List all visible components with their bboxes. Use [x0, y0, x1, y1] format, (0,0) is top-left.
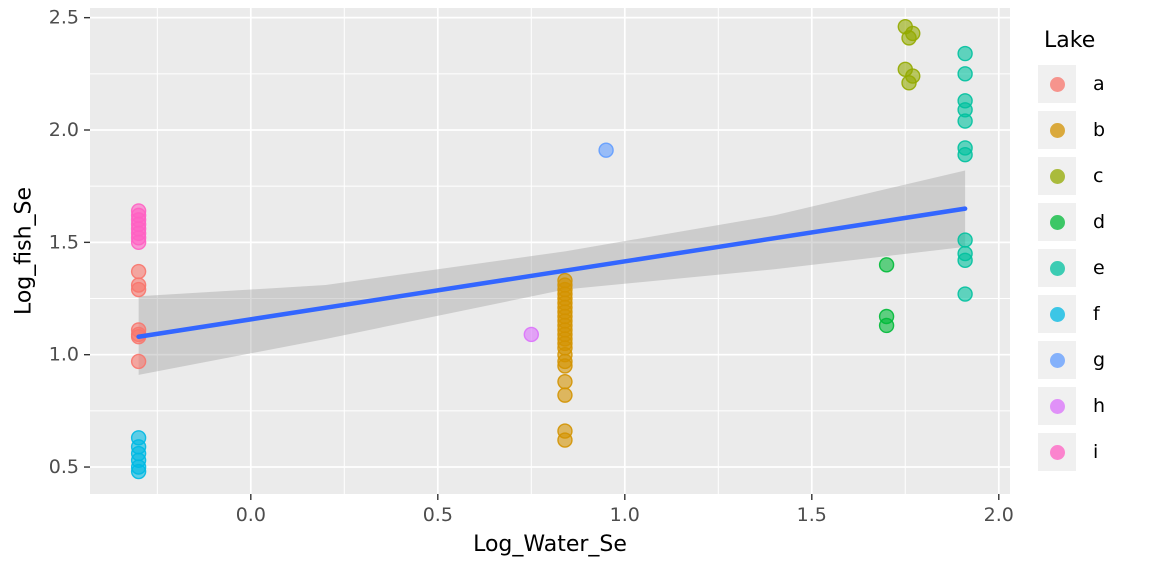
regression-line [136, 206, 968, 339]
legend-key-swatch [1038, 295, 1076, 333]
legend-key-swatch [1038, 203, 1076, 241]
legend-item-g: g [1038, 341, 1105, 379]
y-tick-label: 2.5 [49, 7, 79, 29]
x-tick-label: 1.0 [610, 504, 640, 526]
legend-key-swatch [1038, 387, 1076, 425]
data-point-b [557, 373, 573, 390]
data-point-d [878, 257, 895, 273]
legend-key-swatch [1038, 111, 1076, 149]
legend-point-icon [1049, 260, 1065, 276]
data-point-d [878, 317, 895, 334]
y-tick-label: 2.0 [49, 119, 79, 141]
legend-title: Lake [1044, 28, 1096, 53]
x-tick-label: 0.5 [423, 504, 453, 526]
data-point-e [957, 66, 973, 82]
y-tick-labels: 0.5 1.0 1.5 2.0 2.5 [49, 7, 79, 478]
data-point-e [957, 147, 973, 163]
data-point-e [957, 113, 973, 129]
plot-panel [90, 8, 1010, 494]
legend-key-swatch [1038, 157, 1076, 195]
axis-tick-marks [84, 16, 1000, 500]
legend-point-icon [1049, 76, 1065, 92]
legend-item-a: a [1038, 65, 1105, 103]
data-point-b [557, 432, 573, 448]
data-point-a [130, 353, 147, 370]
legend-item-label: a [1093, 73, 1105, 95]
legend-item-e: e [1038, 249, 1105, 287]
legend-items: a b c d e f g h i [1038, 65, 1105, 471]
legend-item-h: h [1038, 387, 1105, 425]
data-point-c [901, 30, 917, 46]
legend-point-icon [1049, 306, 1065, 322]
legend-point-icon [1049, 398, 1065, 414]
data-point-h [523, 326, 540, 343]
series-e [957, 45, 973, 302]
data-point-a [130, 281, 147, 298]
legend-key-swatch [1038, 65, 1076, 103]
legend-item-label: c [1093, 165, 1104, 187]
y-tick-label: 1.0 [49, 344, 79, 366]
data-point-b [557, 358, 573, 374]
legend-point-icon [1049, 122, 1065, 138]
minor-gridlines [90, 8, 1010, 494]
series-i [130, 203, 147, 251]
legend-item-label: e [1093, 257, 1105, 279]
legend-key-swatch [1038, 249, 1076, 287]
x-axis-title: Log_Water_Se [473, 532, 627, 557]
series-a [130, 263, 147, 370]
legend-item-label: f [1093, 303, 1100, 325]
legend: Lake a b c d e f g h i [1038, 28, 1105, 479]
legend-item-i: i [1038, 433, 1105, 471]
legend-key-swatch [1038, 433, 1076, 471]
x-tick-label: 0.0 [236, 504, 266, 526]
legend-item-label: b [1093, 119, 1106, 141]
series-d [878, 257, 895, 334]
series-f [130, 430, 147, 480]
legend-item-label: g [1093, 349, 1106, 371]
legend-item-d: d [1038, 203, 1105, 241]
data-point-e [957, 286, 973, 302]
data-point-f [130, 463, 147, 480]
series-c [897, 18, 921, 91]
data-point-e [957, 232, 973, 248]
y-axis-title: Log_fish_Se [11, 186, 37, 316]
data-point-e [957, 45, 973, 62]
series-g [598, 142, 614, 158]
legend-item-label: d [1093, 211, 1106, 233]
x-tick-labels: 0.0 0.5 1.0 1.5 2.0 [236, 504, 1014, 526]
series-b [557, 272, 573, 448]
legend-point-icon [1049, 352, 1065, 368]
y-tick-label: 0.5 [49, 456, 79, 478]
major-gridlines [90, 8, 1010, 494]
legend-item-label: h [1093, 395, 1106, 417]
data-point-i [130, 234, 147, 251]
legend-point-icon [1049, 214, 1065, 230]
legend-key-swatch [1038, 341, 1076, 379]
x-tick-label: 1.5 [797, 504, 827, 526]
legend-point-icon [1049, 444, 1065, 460]
legend-item-f: f [1038, 295, 1105, 333]
data-point-e [957, 252, 973, 269]
legend-item-c: c [1038, 157, 1105, 195]
legend-item-label: i [1093, 441, 1099, 463]
legend-item-b: b [1038, 111, 1105, 149]
x-tick-label: 2.0 [984, 504, 1014, 526]
data-point-a [130, 263, 147, 280]
data-point-b [557, 387, 573, 403]
data-point-g [598, 142, 614, 158]
series-h [523, 326, 540, 343]
legend-point-icon [1049, 168, 1065, 184]
y-tick-label: 1.5 [49, 231, 79, 253]
data-point-c [901, 75, 917, 91]
